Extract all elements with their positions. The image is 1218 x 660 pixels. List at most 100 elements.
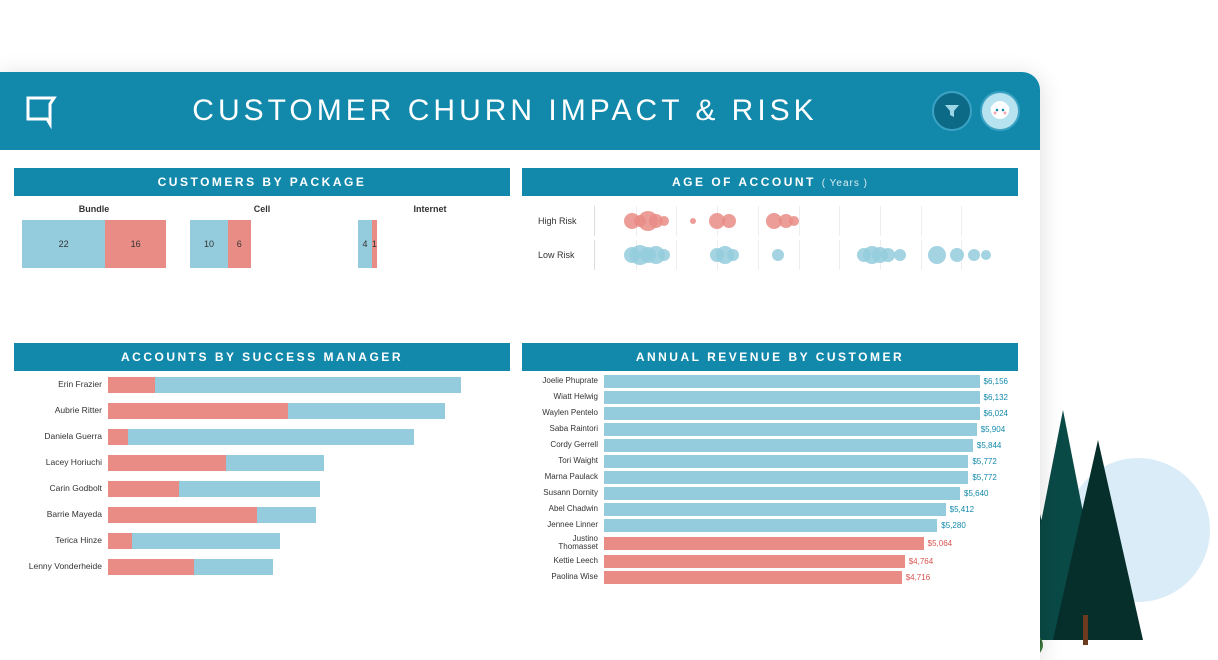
manager-bar-segment-high — [108, 429, 128, 445]
manager-name-label: Carin Godbolt — [24, 484, 108, 493]
panel-header: ANNUAL REVENUE BY CUSTOMER — [522, 343, 1018, 371]
manager-bar-row[interactable]: Carin Godbolt — [24, 481, 500, 497]
revenue-bar — [604, 391, 980, 404]
manager-bar-track — [108, 481, 500, 497]
revenue-bar-row[interactable]: Saba Raintori$5,904 — [532, 423, 1008, 436]
manager-bar-segment-high — [108, 507, 257, 523]
revenue-bar — [604, 519, 937, 532]
manager-bar-track — [108, 533, 500, 549]
assistant-button[interactable] — [980, 91, 1020, 131]
age-bubble[interactable] — [950, 248, 964, 262]
revenue-bar-row[interactable]: Paolina Wise $4,716 — [532, 571, 1008, 584]
customer-name-label: Jennee Linner — [532, 521, 604, 529]
revenue-bar-row[interactable]: Wiatt Helwig$6,132 — [532, 391, 1008, 404]
dashboard-header: CUSTOMER CHURN IMPACT & RISK — [0, 72, 1040, 150]
manager-name-label: Daniela Guerra — [24, 432, 108, 441]
age-bubble[interactable] — [727, 249, 739, 261]
manager-bar-row[interactable]: Barrie Mayeda — [24, 507, 500, 523]
revenue-bar — [604, 503, 946, 516]
package-bar[interactable]: 41 — [358, 220, 377, 268]
revenue-value-label: $6,024 — [980, 409, 1008, 418]
revenue-bar — [604, 439, 973, 452]
filter-button[interactable] — [932, 91, 972, 131]
header-actions — [932, 91, 1020, 131]
manager-bar-row[interactable]: Aubrie Ritter — [24, 403, 500, 419]
package-column-label: Bundle — [22, 204, 166, 214]
revenue-bar — [604, 375, 980, 388]
age-bubble[interactable] — [981, 250, 991, 260]
revenue-bar-row[interactable]: Tori Waight $5,772 — [532, 455, 1008, 468]
manager-bar-row[interactable]: Terica Hinze — [24, 533, 500, 549]
revenue-bar-track: $5,280 — [604, 519, 1008, 532]
manager-bar-track — [108, 403, 500, 419]
revenue-bar-row[interactable]: Justino Thomasset $5,064 — [532, 535, 1008, 552]
package-bar[interactable]: 106 — [190, 220, 251, 268]
age-bubble[interactable] — [881, 248, 895, 262]
age-row-label: High Risk — [538, 216, 594, 226]
manager-bar-segment-low — [288, 403, 445, 419]
age-bubble[interactable] — [722, 214, 736, 228]
revenue-bar-track: $5,640 — [604, 487, 1008, 500]
manager-bar-track — [108, 455, 500, 471]
age-bubble[interactable] — [658, 249, 670, 261]
manager-bar-segment-high — [108, 455, 226, 471]
revenue-bar-track: $4,716 — [604, 571, 1008, 584]
manager-name-label: Aubrie Ritter — [24, 406, 108, 415]
panel-customers-by-package: CUSTOMERS BY PACKAGE BundleCellInternet … — [14, 168, 510, 331]
revenue-value-label: $5,772 — [968, 457, 996, 466]
revenue-bar-track: $5,064 — [604, 537, 1008, 550]
dashboard-window: CUSTOMER CHURN IMPACT & RISK CUSTOMERS B… — [0, 72, 1040, 660]
revenue-bar — [604, 537, 924, 550]
age-bubble[interactable] — [789, 216, 799, 226]
manager-bar-segment-low — [257, 507, 316, 523]
revenue-bar — [604, 423, 977, 436]
age-bubble[interactable] — [772, 249, 784, 261]
revenue-bar-track: $5,844 — [604, 439, 1008, 452]
manager-bar-segment-low — [128, 429, 414, 445]
package-bar-segment-low: 22 — [22, 220, 105, 268]
customer-name-label: Paolina Wise — [532, 573, 604, 581]
package-bar-segment-high: 6 — [228, 220, 251, 268]
revenue-bar-row[interactable]: Abel Chadwin$5,412 — [532, 503, 1008, 516]
panel-title-text: AGE OF ACCOUNT — [672, 175, 816, 189]
revenue-bar-row[interactable]: Joelie Phuprate$6,156 — [532, 375, 1008, 388]
revenue-value-label: $4,716 — [902, 573, 930, 582]
manager-name-label: Lacey Horiuchi — [24, 458, 108, 467]
age-bubble[interactable] — [690, 218, 696, 224]
customer-name-label: Tori Waight — [532, 457, 604, 465]
revenue-bar-track: $4,764 — [604, 555, 1008, 568]
customer-name-label: Wiatt Helwig — [532, 393, 604, 401]
age-bubble[interactable] — [659, 216, 669, 226]
customer-name-label: Susann Dornity — [532, 489, 604, 497]
revenue-value-label: $5,064 — [924, 539, 952, 548]
age-bubble[interactable] — [894, 249, 906, 261]
manager-bar-row[interactable]: Daniela Guerra — [24, 429, 500, 445]
manager-bar-segment-high — [108, 559, 194, 575]
age-bubble[interactable] — [928, 246, 946, 264]
manager-bar-segment-high — [108, 533, 132, 549]
panel-accounts-by-manager: ACCOUNTS BY SUCCESS MANAGER Erin Frazier… — [14, 343, 510, 642]
customer-name-label: Cordy Gerrell — [532, 441, 604, 449]
revenue-bar-track: $6,132 — [604, 391, 1008, 404]
age-bubble[interactable] — [968, 249, 980, 261]
revenue-bar-row[interactable]: Marna Paulack$5,772 — [532, 471, 1008, 484]
revenue-value-label: $5,412 — [946, 505, 974, 514]
manager-bar-row[interactable]: Lacey Horiuchi — [24, 455, 500, 471]
customer-name-label: Justino Thomasset — [532, 535, 604, 552]
revenue-bar-row[interactable]: Waylen Pentelo$6,024 — [532, 407, 1008, 420]
manager-bar-segment-low — [132, 533, 281, 549]
revenue-value-label: $5,844 — [973, 441, 1001, 450]
customer-name-label: Marna Paulack — [532, 473, 604, 481]
manager-bar-row[interactable]: Erin Frazier — [24, 377, 500, 393]
package-column-label: Cell — [190, 204, 334, 214]
package-bar[interactable]: 2216 — [22, 220, 166, 268]
revenue-value-label: $5,280 — [937, 521, 965, 530]
revenue-bar — [604, 471, 968, 484]
manager-bar-row[interactable]: Lenny Vonderheide — [24, 559, 500, 575]
revenue-bar-row[interactable]: Jennee Linner $5,280 — [532, 519, 1008, 532]
age-bubble-row: Low Risk — [538, 238, 1002, 272]
revenue-bar-row[interactable]: Kettie Leech$4,764 — [532, 555, 1008, 568]
manager-bar-segment-low — [226, 455, 324, 471]
revenue-bar-row[interactable]: Cordy Gerrell $5,844 — [532, 439, 1008, 452]
revenue-bar-row[interactable]: Susann Dornity$5,640 — [532, 487, 1008, 500]
